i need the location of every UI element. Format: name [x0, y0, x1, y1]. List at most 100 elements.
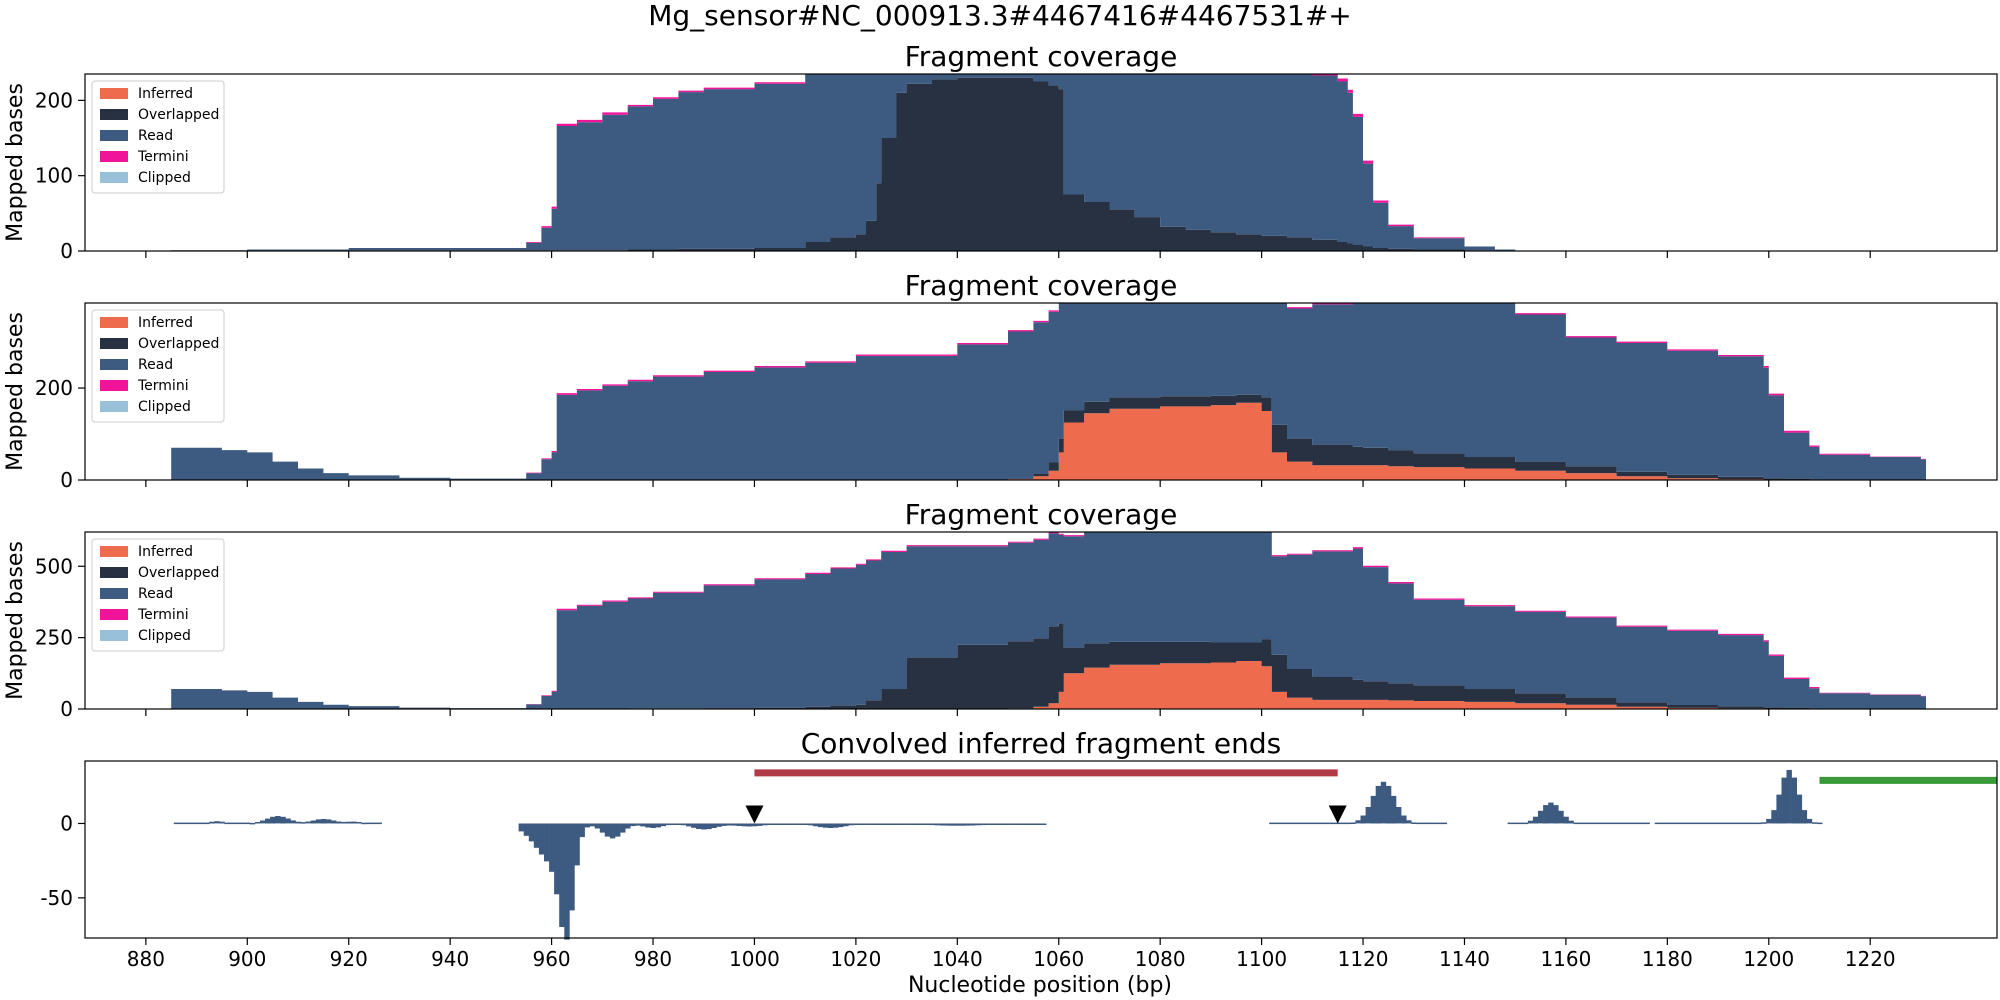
bar — [645, 823, 651, 828]
bar — [305, 821, 311, 824]
bar — [1801, 810, 1808, 824]
bar — [1634, 822, 1640, 825]
bar — [1274, 822, 1280, 825]
bar — [1751, 822, 1757, 825]
bar — [1588, 822, 1595, 825]
panel-3: Inferred Overlapped Read Termini Clipped 0 250… — [3, 498, 1998, 721]
bar — [254, 822, 261, 824]
bar — [315, 819, 322, 824]
panel-4: -50 0 880 900 920 940 960 980 1000 1020 1040 1060 10… — [40, 727, 1998, 971]
bar — [346, 821, 352, 824]
y-tick-label: -50 — [40, 886, 73, 910]
legend-swatch-termini — [100, 380, 128, 391]
bar — [1289, 822, 1295, 825]
bar — [1766, 818, 1772, 824]
figure-suptitle: Mg_sensor#NC_000913.3#4467416#4467531#+ — [648, 0, 1352, 32]
axes-frame — [84, 73, 1998, 252]
legend-label-termini: Termini — [137, 607, 189, 623]
bar — [234, 822, 240, 825]
bar — [655, 823, 661, 828]
bar — [1411, 822, 1417, 824]
bar — [1720, 822, 1726, 825]
bar — [1796, 794, 1803, 824]
bar — [1543, 805, 1549, 824]
bar — [893, 823, 900, 825]
legend-swatch-clipped — [100, 172, 128, 183]
bar — [1553, 805, 1559, 824]
bar — [1700, 822, 1706, 825]
bar — [863, 823, 869, 825]
bar — [716, 823, 722, 827]
legend-swatch-clipped — [100, 630, 128, 641]
y-tick-label: 200 — [35, 88, 73, 112]
bar — [559, 823, 565, 927]
bar — [1335, 822, 1341, 825]
bar — [341, 821, 347, 824]
bar — [625, 823, 631, 829]
bar — [1522, 822, 1529, 825]
bar — [873, 823, 879, 825]
bar — [1035, 823, 1042, 825]
bar — [726, 823, 732, 826]
bar — [995, 823, 1001, 825]
bar — [178, 822, 185, 825]
bar — [736, 823, 743, 826]
x-tick-label: 1180 — [1642, 947, 1693, 971]
bar — [244, 822, 251, 825]
bar — [1644, 822, 1650, 825]
y-tick-label: 100 — [35, 164, 73, 188]
figure-xlabel: Nucleotide position (bp) — [908, 973, 1172, 998]
series-overlapped-area — [85, 77, 1997, 251]
bar — [549, 823, 555, 872]
bar — [782, 823, 788, 825]
bar — [589, 823, 595, 827]
bar — [325, 819, 332, 824]
bar — [1654, 822, 1661, 825]
bar — [939, 823, 945, 826]
bar — [173, 822, 180, 825]
bars — [173, 769, 1823, 940]
legend-label-read: Read — [138, 357, 173, 373]
bar — [1416, 822, 1422, 825]
bar — [554, 823, 560, 895]
y-tick-label: 500 — [35, 554, 73, 578]
bar — [975, 823, 981, 826]
bar — [1705, 822, 1711, 825]
bar — [1340, 822, 1346, 825]
series-read-area — [85, 532, 1997, 709]
bar — [1527, 820, 1534, 824]
x-tick-label: 1160 — [1540, 947, 1591, 971]
bar — [1619, 822, 1625, 825]
x-tick-label: 1060 — [1033, 947, 1084, 971]
bar — [249, 822, 256, 825]
bar — [853, 823, 859, 825]
bar — [701, 823, 707, 830]
bar — [838, 823, 844, 828]
bar — [924, 823, 930, 825]
bar — [828, 823, 834, 828]
bar — [189, 822, 195, 825]
y-axis-label: Mapped bases — [3, 541, 28, 700]
x-tick-label: 1140 — [1439, 947, 1490, 971]
bar — [604, 823, 611, 837]
legend-label-read: Read — [138, 586, 173, 602]
bar — [523, 823, 530, 836]
bar — [1710, 822, 1716, 825]
bar — [686, 823, 692, 827]
bar — [1325, 822, 1331, 825]
bar — [1563, 816, 1569, 824]
bar — [1771, 810, 1777, 824]
bar — [1715, 822, 1721, 825]
y-tick-label: 0 — [60, 811, 73, 835]
bar — [1639, 822, 1645, 825]
x-tick-label: 1100 — [1236, 947, 1287, 971]
bar — [706, 823, 712, 830]
bar — [1786, 769, 1792, 824]
bar — [1401, 815, 1407, 824]
bar — [1015, 823, 1021, 825]
bar — [1781, 777, 1787, 824]
bar — [990, 823, 996, 825]
bar — [1573, 822, 1579, 825]
legend-swatch-overlapped — [100, 109, 128, 120]
legend-label-clipped: Clipped — [138, 399, 191, 415]
